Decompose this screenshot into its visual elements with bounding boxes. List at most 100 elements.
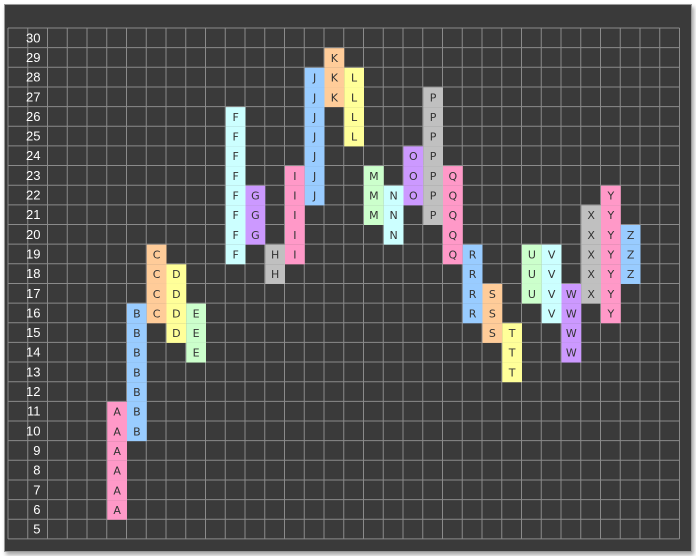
- box-letter-Q: Q: [449, 229, 458, 242]
- box-T: [502, 323, 522, 343]
- box-letter-W: W: [566, 307, 577, 320]
- box-J: [304, 67, 325, 88]
- box-letter-D: D: [172, 307, 180, 320]
- box-letter-E: E: [193, 347, 200, 360]
- box-B: [127, 303, 147, 324]
- y-tick-label: 10: [26, 423, 40, 438]
- box-X: [581, 264, 601, 284]
- box-W: [561, 303, 582, 324]
- box-S: [482, 303, 503, 324]
- box-N: [383, 225, 404, 245]
- box-letter-N: N: [390, 229, 398, 242]
- box-J: [304, 146, 325, 167]
- box-Y: [601, 283, 621, 304]
- box-J: [304, 166, 325, 186]
- column-G: GGG: [245, 185, 266, 245]
- box-letter-R: R: [469, 248, 477, 261]
- box-letter-C: C: [153, 268, 161, 281]
- box-letter-O: O: [409, 170, 418, 183]
- y-tick-label: 16: [26, 305, 40, 320]
- box-Y: [601, 205, 621, 225]
- box-A: [107, 500, 127, 520]
- box-R: [462, 283, 483, 304]
- box-B: [127, 382, 147, 402]
- box-letter-K: K: [331, 52, 339, 65]
- box-Y: [601, 225, 621, 245]
- box-letter-U: U: [528, 248, 536, 261]
- box-letter-P: P: [430, 190, 437, 203]
- box-L: [344, 67, 364, 88]
- y-tick-label: 19: [26, 246, 40, 261]
- box-P: [423, 107, 443, 127]
- box-L: [344, 126, 364, 147]
- box-X: [581, 244, 601, 265]
- y-tick-label: 12: [26, 384, 40, 399]
- box-O: [403, 166, 424, 186]
- box-letter-F: F: [232, 111, 238, 124]
- box-letter-P: P: [430, 131, 437, 144]
- box-N: [383, 205, 404, 225]
- box-letter-Q: Q: [449, 190, 458, 203]
- box-letter-J: J: [312, 72, 316, 85]
- box-R: [462, 264, 483, 284]
- box-P: [423, 126, 443, 147]
- box-letter-B: B: [133, 327, 141, 340]
- box-B: [127, 421, 147, 442]
- column-Z: ZZZ: [620, 225, 641, 284]
- box-Y: [601, 185, 621, 206]
- box-letter-R: R: [469, 307, 477, 320]
- box-R: [462, 303, 483, 324]
- box-A: [107, 460, 127, 481]
- box-letter-A: A: [113, 425, 121, 438]
- box-letter-Y: Y: [607, 307, 615, 320]
- y-tick-label: 13: [26, 364, 40, 379]
- box-O: [403, 185, 424, 206]
- box-F: [225, 185, 246, 206]
- y-tick-label: 6: [33, 502, 40, 517]
- box-C: [146, 303, 167, 324]
- box-letter-V: V: [548, 248, 556, 261]
- box-letter-C: C: [153, 307, 161, 320]
- box-letter-D: D: [172, 268, 180, 281]
- box-letter-J: J: [312, 150, 316, 163]
- y-tick-label: 18: [26, 266, 40, 281]
- box-Q: [443, 185, 463, 206]
- y-tick-label: 30: [26, 30, 40, 45]
- box-V: [541, 283, 562, 304]
- box-letter-C: C: [153, 248, 161, 261]
- box-X: [581, 225, 601, 245]
- box-letter-B: B: [133, 366, 141, 379]
- box-letter-L: L: [351, 131, 358, 144]
- box-U: [522, 283, 542, 304]
- column-E: EEE: [186, 303, 206, 363]
- box-letter-B: B: [133, 406, 141, 419]
- box-S: [482, 283, 503, 304]
- box-letter-F: F: [232, 131, 238, 144]
- box-letter-P: P: [430, 91, 437, 104]
- box-letter-E: E: [193, 327, 200, 340]
- box-letter-S: S: [489, 288, 496, 301]
- box-letter-G: G: [251, 229, 260, 242]
- box-P: [423, 185, 443, 206]
- column-O: OOO: [403, 146, 424, 206]
- column-K: KKK: [324, 48, 345, 108]
- box-letter-P: P: [430, 170, 437, 183]
- box-letter-Q: Q: [449, 209, 458, 222]
- box-letter-B: B: [133, 386, 141, 399]
- box-V: [541, 264, 562, 284]
- box-letter-I: I: [293, 170, 296, 183]
- box-letter-H: H: [271, 268, 279, 281]
- box-S: [482, 323, 503, 343]
- box-letter-Z: Z: [627, 248, 635, 261]
- y-tick-label: 11: [27, 404, 41, 419]
- box-letter-N: N: [390, 190, 398, 203]
- box-letter-X: X: [587, 268, 595, 281]
